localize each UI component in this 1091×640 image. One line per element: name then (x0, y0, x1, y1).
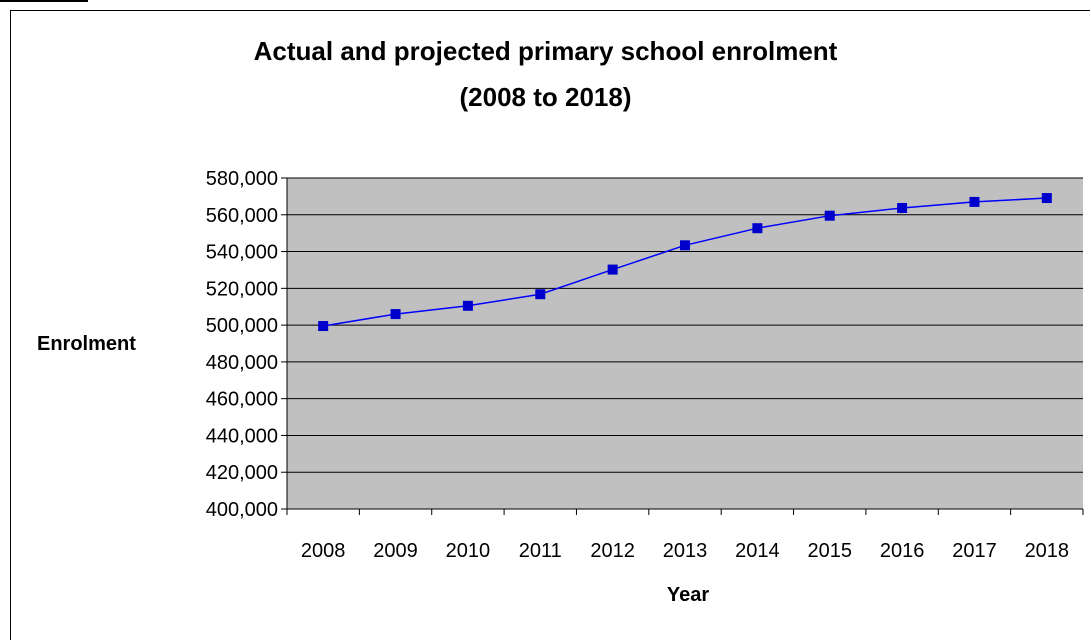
y-tick-label: 580,000 (206, 168, 278, 190)
data-point (752, 223, 763, 234)
y-tick-label: 540,000 (206, 242, 278, 264)
data-point (824, 210, 835, 221)
y-tick-label: 560,000 (206, 205, 278, 227)
plot-area (287, 178, 1083, 509)
data-point (318, 321, 329, 332)
chart-frame (10, 10, 1090, 640)
y-tick-label: 420,000 (206, 462, 278, 484)
data-point (1041, 193, 1052, 204)
x-tick-label: 2009 (373, 540, 418, 562)
data-point (680, 240, 690, 251)
data-point (390, 309, 401, 320)
x-tick-label: 2013 (663, 540, 708, 562)
x-tick-label: 2008 (301, 540, 346, 562)
data-point (969, 196, 980, 207)
y-axis-label: Enrolment (37, 333, 136, 355)
top-edge-line (0, 0, 88, 2)
x-tick-label: 2014 (735, 540, 780, 562)
x-axis-label: Year (667, 584, 709, 606)
y-tick-label: 480,000 (206, 352, 278, 374)
x-tick-label: 2017 (952, 540, 997, 562)
y-tick-label: 400,000 (206, 499, 278, 521)
data-point (535, 289, 546, 300)
data-point (462, 300, 473, 311)
y-tick-label: 440,000 (206, 425, 278, 447)
x-tick-label: 2010 (446, 540, 491, 562)
chart-title: Actual and projected primary school enro… (253, 36, 838, 66)
data-point (897, 202, 908, 213)
x-tick-label: 2015 (807, 540, 852, 562)
x-tick-label: 2016 (880, 540, 925, 562)
y-tick-label: 520,000 (206, 278, 278, 300)
x-tick-label: 2018 (1025, 540, 1070, 562)
x-tick-label: 2012 (590, 540, 635, 562)
chart-subtitle: (2008 to 2018) (459, 82, 632, 112)
data-point (607, 264, 618, 275)
x-tick-label: 2011 (519, 540, 562, 562)
y-tick-label: 500,000 (206, 315, 278, 337)
y-tick-label: 460,000 (206, 389, 278, 411)
